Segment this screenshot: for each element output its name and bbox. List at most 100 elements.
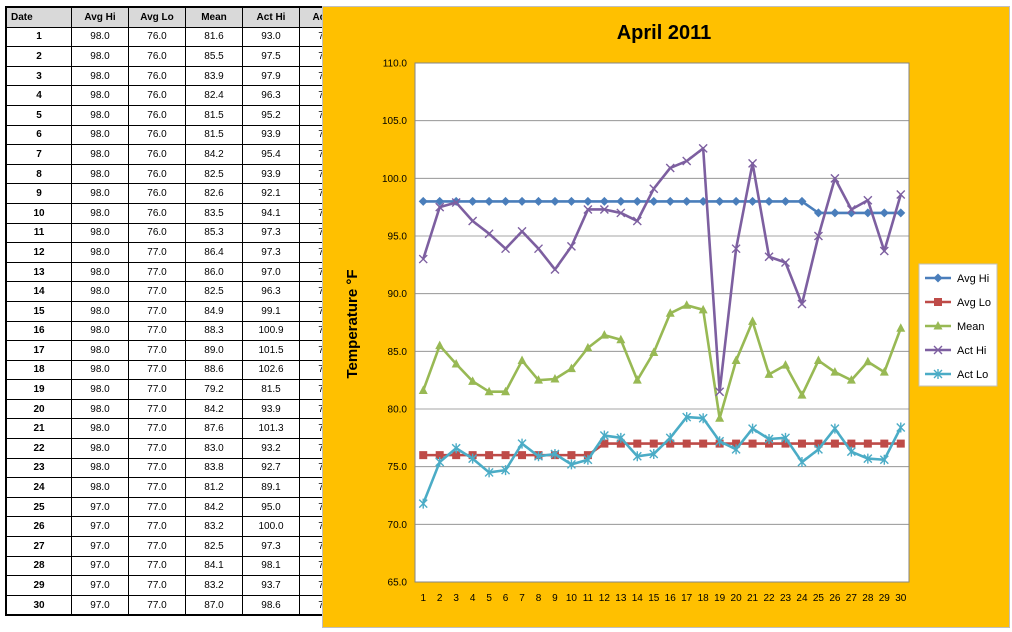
table-cell: 98.0 (71, 65, 129, 87)
table-body: 198.076.081.693.071.8298.076.085.597.575… (5, 26, 358, 616)
data-point (830, 208, 840, 218)
table-cell: 26 (5, 516, 72, 538)
table-cell: 4 (5, 85, 72, 106)
legend-marker (933, 369, 943, 379)
x-tick-label: 30 (895, 593, 907, 604)
table-cell: 85.3 (185, 222, 243, 244)
data-point (797, 299, 807, 309)
table-cell: 84.1 (185, 555, 243, 577)
table-cell: 95.2 (242, 104, 300, 126)
data-point (534, 244, 543, 254)
table-cell: 76.0 (128, 124, 186, 146)
data-point (599, 196, 609, 206)
table-cell: 82.4 (185, 85, 243, 106)
table-cell: 5 (5, 104, 72, 126)
data-point (649, 448, 659, 459)
table-cell: 89.0 (185, 340, 243, 361)
table-cell: 27 (5, 536, 72, 557)
table-cell: 100.0 (242, 516, 300, 538)
table-cell: 76.0 (128, 104, 186, 126)
data-point (846, 446, 856, 457)
chart-area: April 2011 Temperature °F 65.0 70.0 75.0 80… (322, 6, 1010, 628)
x-tick-label: 18 (698, 593, 710, 604)
x-tick-label: 24 (796, 593, 808, 604)
x-tick-label: 23 (780, 593, 792, 604)
data-point (632, 216, 642, 226)
data-point (599, 330, 609, 339)
data-point (731, 444, 741, 455)
data-point (633, 439, 642, 448)
data-point (566, 196, 576, 206)
table-cell: 97.5 (242, 46, 300, 67)
data-point (649, 196, 659, 206)
data-point (665, 308, 675, 317)
data-point (616, 432, 626, 443)
table-cell: 98.0 (71, 438, 129, 459)
table-cell: 94.1 (242, 202, 300, 224)
x-tick-label: 25 (813, 593, 825, 604)
x-tick-label: 19 (714, 593, 726, 604)
table-cell: 101.5 (242, 340, 300, 361)
data-point (830, 367, 840, 376)
table-cell: 98.0 (71, 379, 129, 400)
data-point (468, 376, 478, 385)
x-tick-label: 9 (552, 593, 558, 604)
data-point (484, 467, 494, 478)
table-cell: 97.0 (242, 261, 300, 283)
data-point (813, 355, 823, 365)
data-point (550, 196, 560, 206)
data-point (435, 457, 445, 468)
table-row: 598.076.081.595.274.5 (5, 104, 358, 126)
table-cell: 98.0 (71, 163, 129, 185)
data-point (649, 184, 659, 194)
x-tick-label: 10 (566, 593, 578, 604)
data-point (583, 204, 593, 214)
x-tick-label: 26 (829, 593, 841, 604)
data-point (517, 438, 527, 449)
data-point (501, 244, 511, 254)
data-point (846, 204, 856, 214)
data-point (830, 423, 840, 434)
table-cell: 98.0 (71, 104, 129, 126)
x-tick-label: 1 (420, 593, 426, 604)
table-cell: 20 (5, 398, 72, 420)
table-cell: 13 (5, 261, 72, 283)
table-cell: 24 (5, 477, 72, 498)
table-cell: 97.9 (242, 65, 300, 87)
data-point (418, 196, 428, 206)
table-cell: 82.5 (185, 281, 243, 302)
table-cell: 98.6 (242, 594, 300, 616)
data-point (616, 208, 626, 218)
table-cell: 98.0 (71, 418, 129, 440)
data-point (797, 196, 807, 206)
table-row: 698.076.081.593.974.7 (5, 124, 358, 146)
data-point (534, 375, 543, 384)
table-cell: 93.9 (242, 398, 300, 420)
y-tick-label: 75.0 (388, 462, 408, 473)
data-point (566, 363, 576, 373)
data-point (797, 390, 807, 399)
data-point (451, 198, 461, 208)
x-tick-label: 8 (536, 593, 542, 604)
table-cell: 87.0 (185, 594, 243, 616)
data-point (451, 443, 461, 454)
data-point (665, 163, 675, 173)
table-cell: 81.5 (242, 379, 300, 400)
data-point (814, 439, 823, 448)
table-cell: 89.1 (242, 477, 300, 498)
x-tick-label: 27 (846, 593, 858, 604)
data-point (731, 355, 741, 365)
column-header: Date (5, 6, 72, 28)
data-point (567, 451, 576, 460)
data-point (534, 196, 543, 206)
table-cell: 92.7 (242, 457, 300, 479)
data-point (468, 216, 478, 226)
